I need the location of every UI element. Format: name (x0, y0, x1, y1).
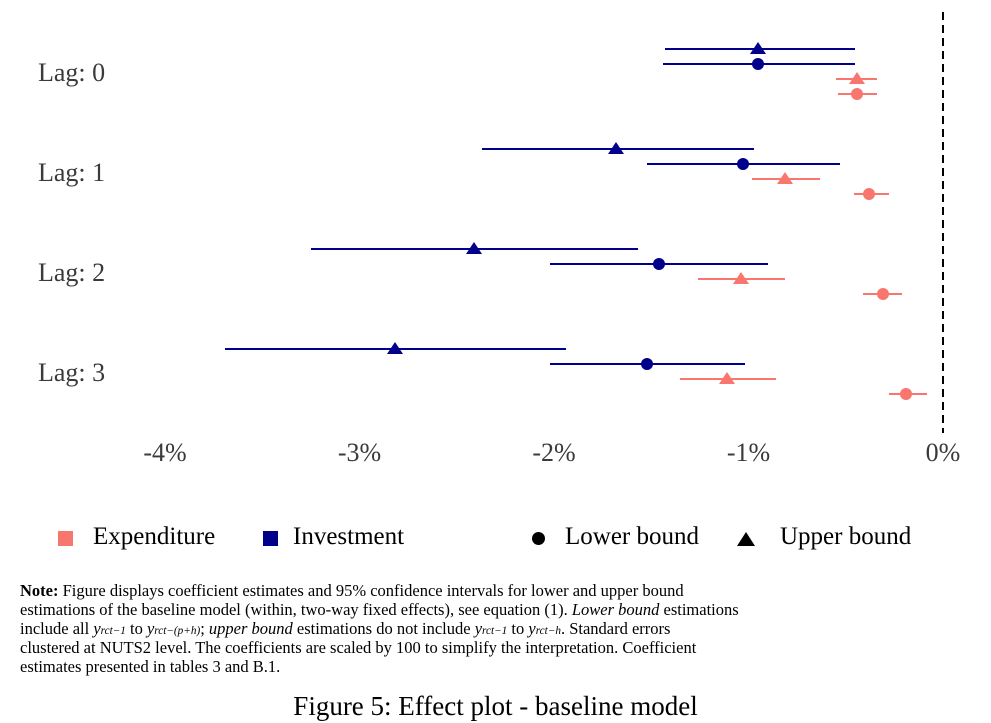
point-marker-triangle (719, 372, 736, 384)
group-label: Lag: 0 (38, 58, 106, 87)
legend-swatch-square (263, 531, 278, 546)
point-marker-circle (851, 88, 864, 100)
note-subscript: rct−(p+h) (154, 625, 201, 637)
note-text: upper bound (208, 619, 293, 638)
point-marker-triangle (777, 172, 794, 184)
note-subscript: rct−h (535, 625, 561, 637)
legend-label: Upper bound (780, 523, 912, 550)
note-text: include all (20, 619, 94, 638)
point-marker-circle (876, 288, 889, 300)
note-line: estimates presented in tables 3 and B.1. (20, 657, 972, 676)
note-text: y (146, 619, 155, 638)
legend-swatch-square (58, 531, 73, 546)
point-marker-circle (641, 358, 654, 370)
point-marker-triangle (608, 142, 625, 154)
note-line: Note: Figure displays coefficient estima… (20, 581, 972, 600)
note-subscript: rct−1 (100, 625, 126, 637)
note-text: ; (200, 619, 209, 638)
note-text: to (507, 619, 529, 638)
x-tick-label: -4% (143, 438, 187, 467)
point-marker-circle (653, 258, 666, 270)
x-tick-label: -1% (726, 438, 771, 467)
point-marker-circle (900, 388, 913, 400)
note-text: Lower bound (571, 600, 660, 619)
point-marker-triangle (386, 342, 403, 354)
note-text: estimations (659, 600, 739, 619)
note-text: estimations do not include (292, 619, 475, 638)
legend-label: Expenditure (93, 523, 216, 550)
group-label: Lag: 3 (38, 358, 106, 387)
note-text: clustered at NUTS2 level. The coefficien… (20, 638, 697, 657)
note-text: y (93, 619, 101, 638)
point-marker-triangle (732, 272, 749, 284)
plot-area: -4% -3% -2% -1% 0% Lag: 0 Lag: 1 Lag: 2 Lag: 3 (38, 12, 961, 467)
figure-caption: Figure 5: Effect plot - baseline model (293, 691, 698, 721)
note-line: clustered at NUTS2 level. The coefficien… (20, 638, 972, 657)
point-marker-triangle (750, 42, 767, 54)
note-line: include all yrct−1 to yrct−(p+h); upper … (20, 619, 972, 638)
x-tick-label: -3% (337, 438, 382, 467)
legend-swatch-triangle (737, 532, 755, 546)
note-text: Figure displays coefficient estimates an… (58, 581, 684, 600)
legend-label: Investment (293, 523, 405, 550)
legend: Expenditure Investment Lower bound Upper bo… (0, 0, 991, 550)
note-text: estimations of the baseline model (withi… (20, 600, 572, 619)
figure-note: Note: Figure displays coefficient estima… (20, 581, 972, 676)
note-subscript: rct−1 (482, 625, 508, 637)
note-text: y (474, 619, 483, 638)
legend-label: Lower bound (565, 523, 699, 550)
point-marker-circle (736, 158, 749, 170)
note-text: estimates presented in tables 3 and B.1. (20, 657, 281, 676)
point-marker-circle (752, 58, 765, 70)
legend-swatch-circle (532, 532, 545, 545)
x-tick-label: -2% (532, 438, 576, 467)
zero-reference-line (942, 12, 944, 433)
x-tick-label: 0% (925, 438, 961, 467)
group-label: Lag: 2 (38, 258, 106, 287)
point-marker-circle (863, 188, 876, 200)
point-marker-triangle (849, 72, 866, 84)
note-text: y (528, 619, 536, 638)
note-text: Note: (20, 581, 59, 600)
point-marker-triangle (466, 242, 483, 254)
note-text: . Standard errors (560, 619, 671, 638)
note-text: to (125, 619, 147, 638)
note-line: estimations of the baseline model (withi… (20, 600, 972, 619)
group-label: Lag: 1 (38, 158, 106, 187)
